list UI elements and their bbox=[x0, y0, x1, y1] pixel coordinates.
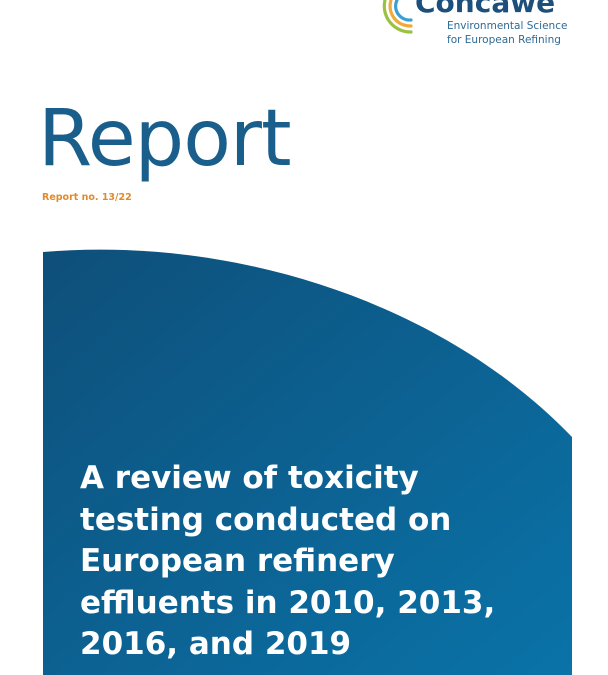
report-heading: Report bbox=[38, 94, 292, 184]
concawe-logo: Concawe Environmental Science for Europe… bbox=[375, 0, 585, 52]
report-number: Report no. 13/22 bbox=[42, 192, 132, 203]
logo-tagline-line2: for European Refining bbox=[447, 34, 561, 46]
logo-wordmark: Concawe bbox=[415, 0, 556, 19]
logo-tagline-line1: Environmental Science bbox=[447, 20, 568, 32]
report-title: A review of toxicity testing conducted o… bbox=[80, 460, 496, 662]
concawe-arcs-icon bbox=[382, 0, 413, 34]
